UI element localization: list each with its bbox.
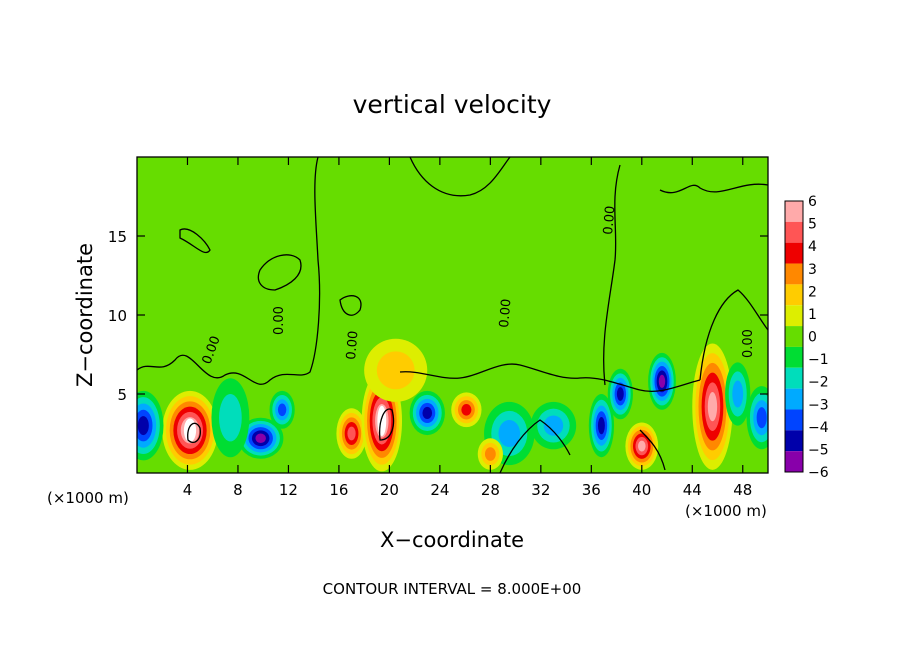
colorbar-swatch — [785, 242, 803, 264]
velocity-cell — [237, 417, 284, 459]
x-unit-right: (×1000 m) — [685, 502, 767, 520]
colorbar-tick-label: −3 — [808, 397, 829, 413]
colorbar-swatch — [785, 201, 803, 222]
colorbar-tick-label: −1 — [808, 352, 829, 368]
velocity-level-ring — [461, 404, 472, 416]
velocity-cell — [692, 343, 733, 470]
colorbar-swatch — [785, 346, 803, 368]
velocity-cell — [477, 438, 503, 470]
x-unit-left: (×1000 m) — [47, 489, 129, 507]
colorbar-tick-label: 1 — [808, 307, 817, 323]
contour-label: 0.00 — [344, 330, 361, 360]
colorbar-swatch — [785, 367, 803, 389]
contour-labels: 0.00 0.00 0.00 0.00 0.00 0.00 — [200, 205, 756, 366]
colorbar-tick-label: −5 — [808, 442, 829, 458]
velocity-level-ring — [732, 380, 744, 408]
colorbar-swatch — [785, 430, 803, 452]
y-axis-ticks: 5 10 15 — [108, 228, 768, 404]
velocity-level-ring — [376, 351, 415, 390]
colorbar-tick-label: −2 — [808, 375, 829, 391]
y-axis-label: Z−coordinate — [73, 243, 97, 387]
velocity-level-ring — [756, 407, 767, 429]
velocity-level-ring — [137, 416, 149, 436]
colorbar-tick-label: −4 — [808, 420, 829, 436]
x-tick-label: 40 — [632, 481, 651, 499]
velocity-field — [137, 338, 768, 472]
velocity-cell — [336, 408, 367, 459]
colorbar-swatch — [785, 409, 803, 431]
velocity-cell — [451, 392, 482, 428]
colorbar-tick-label: 4 — [808, 239, 817, 255]
colorbar-tick-label: 0 — [808, 330, 817, 346]
zero-contours — [137, 157, 768, 473]
x-tick-label: 28 — [481, 481, 500, 499]
y-tick-label: 15 — [108, 228, 127, 246]
x-axis-ticks: 4 8 12 16 20 24 28 32 36 40 44 48 — [183, 157, 752, 499]
velocity-level-ring — [707, 392, 718, 422]
contour-label: 0.00 — [741, 329, 756, 358]
velocity-level-ring — [277, 403, 287, 417]
velocity-level-ring — [616, 387, 624, 401]
velocity-cell — [625, 422, 659, 470]
colorbar-swatch — [785, 263, 803, 285]
velocity-cell — [648, 352, 676, 410]
y-tick-label: 5 — [117, 386, 127, 404]
contour-interval-note: CONTOUR INTERVAL = 8.000E+00 — [323, 580, 582, 598]
velocity-cell — [607, 368, 633, 420]
x-tick-label: 44 — [683, 481, 702, 499]
x-tick-label: 16 — [329, 481, 348, 499]
contour-label: 0.00 — [601, 205, 618, 235]
x-tick-label: 12 — [279, 481, 298, 499]
colorbar: 6 5 4 3 2 1 0 −1 −2 −3 −4 −5 −6 — [784, 194, 829, 481]
velocity-level-ring — [347, 426, 356, 441]
velocity-cell — [137, 390, 164, 461]
x-tick-label: 20 — [380, 481, 399, 499]
velocity-cell — [725, 362, 751, 426]
y-tick-label: 10 — [108, 307, 127, 325]
x-tick-label: 8 — [233, 481, 243, 499]
peak-core — [183, 418, 197, 443]
velocity-level-ring — [219, 394, 242, 442]
colorbar-tick-label: −6 — [808, 465, 829, 481]
colorbar-swatch — [785, 451, 803, 472]
colorbar-tick-label: 5 — [808, 217, 817, 233]
velocity-cell — [211, 378, 250, 458]
velocity-cell — [746, 386, 768, 450]
colorbar-swatch — [785, 284, 803, 306]
x-tick-label: 32 — [531, 481, 550, 499]
x-tick-label: 24 — [430, 481, 449, 499]
colorbar-tick-label: 3 — [808, 262, 817, 278]
colorbar-tick-label: 2 — [808, 284, 817, 300]
velocity-level-ring — [498, 419, 521, 448]
velocity-cell — [269, 390, 295, 429]
peak-core — [377, 405, 387, 437]
velocity-level-ring — [597, 416, 605, 435]
velocity-level-ring — [255, 433, 266, 443]
contour-label: 0.00 — [272, 306, 287, 335]
velocity-cell — [162, 390, 218, 470]
velocity-level-ring — [658, 374, 666, 388]
velocity-cell — [364, 338, 428, 402]
x-axis-label: X−coordinate — [380, 528, 524, 552]
x-tick-label: 36 — [582, 481, 601, 499]
chart-title: vertical velocity — [353, 90, 552, 119]
colorbar-tick-label: 6 — [808, 194, 817, 210]
velocity-cell — [530, 401, 577, 450]
velocity-level-ring — [422, 406, 433, 419]
contour-label: 0.00 — [497, 298, 514, 328]
velocity-cell — [409, 390, 445, 436]
velocity-cell — [588, 394, 615, 458]
colorbar-swatch — [785, 326, 803, 347]
heatmap-plot-area: 0.00 0.00 0.00 0.00 0.00 0.00 — [137, 157, 768, 473]
x-tick-label: 4 — [183, 481, 193, 499]
velocity-level-ring — [484, 447, 496, 461]
velocity-level-ring — [543, 415, 564, 436]
colorbar-swatch — [785, 305, 803, 327]
colorbar-swatch — [785, 221, 803, 243]
colorbar-frame — [784, 200, 804, 473]
velocity-level-ring — [638, 440, 646, 452]
colorbar-swatch — [785, 388, 803, 410]
x-tick-label: 48 — [733, 481, 752, 499]
